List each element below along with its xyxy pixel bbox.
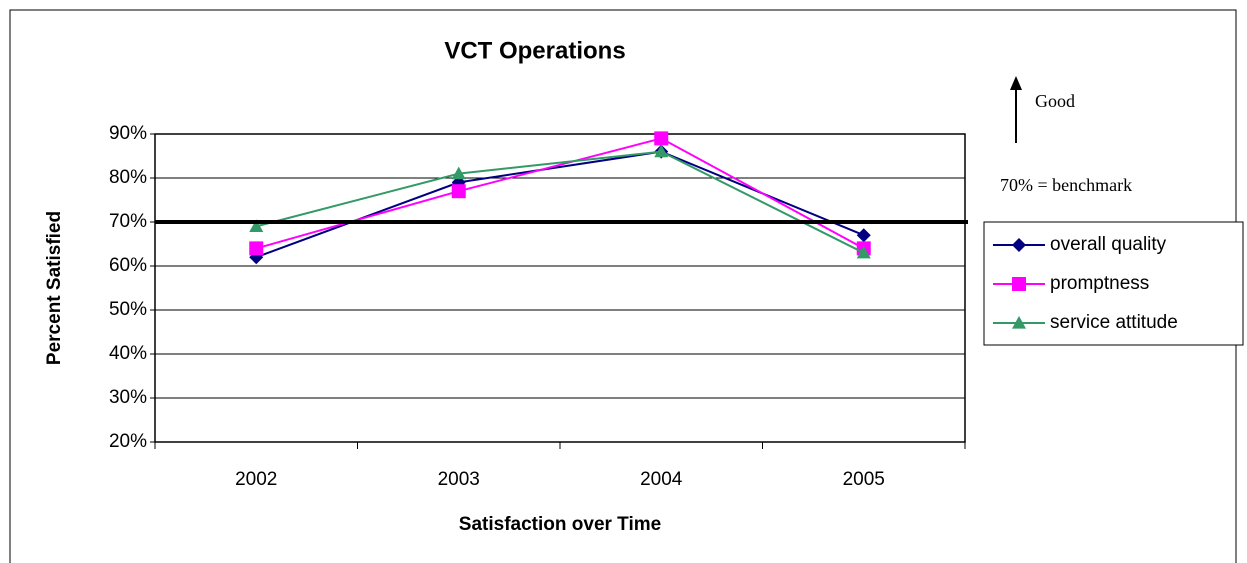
y-tick-label: 20% xyxy=(109,431,147,452)
marker xyxy=(856,245,871,259)
marker xyxy=(654,131,669,146)
x-tick-label: 2002 xyxy=(235,469,277,490)
benchmark-label: 70% = benchmark xyxy=(1000,175,1132,195)
y-tick-label: 60% xyxy=(109,255,147,276)
marker xyxy=(249,219,264,232)
y-tick-label: 70% xyxy=(109,211,147,232)
y-axis-label: Percent Satisfied xyxy=(44,211,65,365)
marker xyxy=(1012,316,1026,329)
marker xyxy=(249,250,264,265)
marker xyxy=(654,144,669,158)
marker xyxy=(1012,238,1026,252)
legend-label: overall quality xyxy=(1050,234,1167,255)
x-tick-label: 2003 xyxy=(438,469,480,490)
y-tick-label: 80% xyxy=(109,167,147,188)
marker xyxy=(451,184,466,199)
marker xyxy=(451,166,466,180)
y-tick-label: 90% xyxy=(109,123,147,144)
y-tick-label: 40% xyxy=(109,343,147,364)
y-tick-label: 30% xyxy=(109,387,147,408)
chart-title: VCT Operations xyxy=(444,37,625,64)
series-line xyxy=(255,150,865,254)
x-axis-label: Satisfaction over Time xyxy=(459,514,661,535)
legend-label: service attitude xyxy=(1050,312,1178,333)
annotation: Good xyxy=(1035,91,1075,111)
series-line xyxy=(255,137,865,250)
x-tick-label: 2004 xyxy=(640,469,683,490)
legend-label: promptness xyxy=(1050,273,1149,294)
marker xyxy=(856,228,871,243)
marker xyxy=(249,241,264,256)
y-tick-label: 50% xyxy=(109,299,147,320)
marker xyxy=(1012,277,1026,291)
arrow-head xyxy=(1010,76,1022,90)
x-tick-label: 2005 xyxy=(843,469,885,490)
